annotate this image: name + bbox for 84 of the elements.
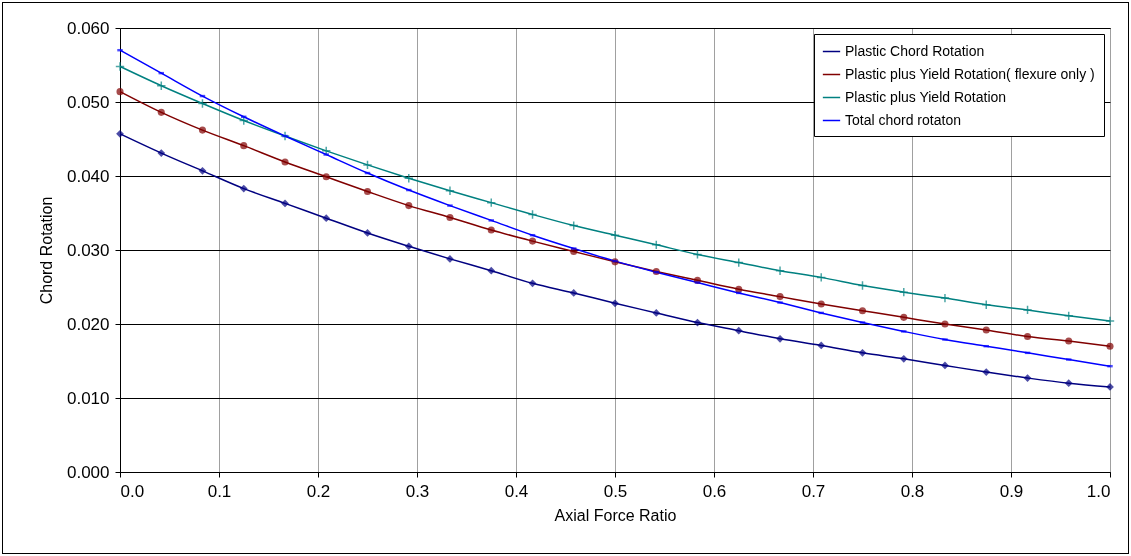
point — [528, 279, 537, 288]
x-tick-label: 0.5 — [603, 481, 628, 501]
point — [403, 173, 414, 184]
point — [1023, 374, 1032, 382]
point — [941, 361, 949, 370]
point — [487, 226, 495, 234]
x-tick-label: 0.8 — [900, 481, 925, 501]
point — [652, 309, 661, 317]
point — [858, 348, 867, 357]
point — [362, 159, 373, 170]
point — [1064, 379, 1073, 388]
point — [117, 48, 123, 52]
point — [116, 129, 124, 138]
x-tick-label: 0.7 — [801, 481, 826, 501]
point — [281, 158, 289, 166]
point — [321, 145, 332, 156]
point — [569, 289, 578, 297]
point — [157, 149, 166, 157]
x-tick-label: 0.1 — [207, 481, 232, 501]
point — [239, 184, 248, 193]
y-tick-label: 0.000 — [66, 462, 110, 482]
legend-label: Plastic plus Yield Rotation( flexure only ) — [845, 65, 1095, 82]
point — [1105, 316, 1115, 326]
x-tick-label: 1.0 — [1086, 481, 1111, 501]
x-tick-label: 0.4 — [504, 481, 529, 501]
point — [1024, 333, 1032, 341]
point — [281, 199, 289, 208]
point — [735, 285, 743, 293]
point — [816, 272, 827, 283]
y-tick-label: 0.050 — [66, 92, 110, 112]
legend-label: Plastic plus Yield Rotation — [845, 88, 1007, 105]
point — [982, 326, 990, 334]
point — [198, 166, 207, 175]
legend-label: Plastic Chord Rotation — [845, 42, 985, 59]
point — [116, 88, 124, 96]
point — [198, 126, 206, 134]
point — [406, 188, 412, 192]
point — [445, 185, 455, 196]
x-axis-title: Axial Force Ratio — [554, 506, 677, 524]
point — [900, 313, 908, 321]
point — [115, 61, 125, 72]
y-tick-label: 0.030 — [66, 240, 110, 260]
point — [776, 293, 784, 301]
point — [1022, 305, 1033, 315]
point — [817, 300, 825, 308]
x-tick-label: 0.3 — [405, 481, 430, 501]
point — [776, 334, 784, 343]
point — [733, 257, 744, 268]
point — [982, 368, 991, 376]
point — [941, 320, 949, 328]
point — [1107, 364, 1113, 368]
point — [529, 237, 537, 245]
y-tick-label: 0.020 — [66, 314, 110, 334]
point — [898, 287, 909, 298]
point — [240, 142, 248, 150]
point — [940, 293, 950, 304]
point — [610, 230, 620, 241]
y-axis-title: Chord Rotation — [37, 196, 55, 305]
point — [611, 299, 619, 308]
point — [446, 213, 454, 221]
point — [899, 354, 908, 363]
point — [363, 188, 372, 196]
y-tick-label: 0.010 — [66, 388, 110, 408]
x-tick-label: 0.9 — [999, 481, 1024, 501]
y-tick-label: 0.060 — [66, 18, 110, 38]
point — [734, 326, 743, 335]
x-tick-label: 0.0 — [120, 481, 145, 501]
point — [322, 173, 330, 181]
point — [322, 214, 331, 223]
point — [1065, 337, 1073, 345]
point — [817, 341, 826, 350]
point — [446, 255, 454, 263]
x-tick-label: 0.2 — [306, 481, 331, 501]
point — [157, 108, 165, 116]
point — [818, 311, 824, 315]
legend-label: Total chord rotaton — [845, 111, 961, 128]
point — [858, 307, 867, 315]
x-tick-label: 0.6 — [702, 481, 727, 501]
point — [405, 202, 413, 210]
y-tick-label: 0.040 — [66, 166, 110, 186]
point — [487, 266, 496, 275]
point — [363, 229, 372, 237]
point — [404, 242, 413, 251]
point — [1106, 342, 1114, 350]
